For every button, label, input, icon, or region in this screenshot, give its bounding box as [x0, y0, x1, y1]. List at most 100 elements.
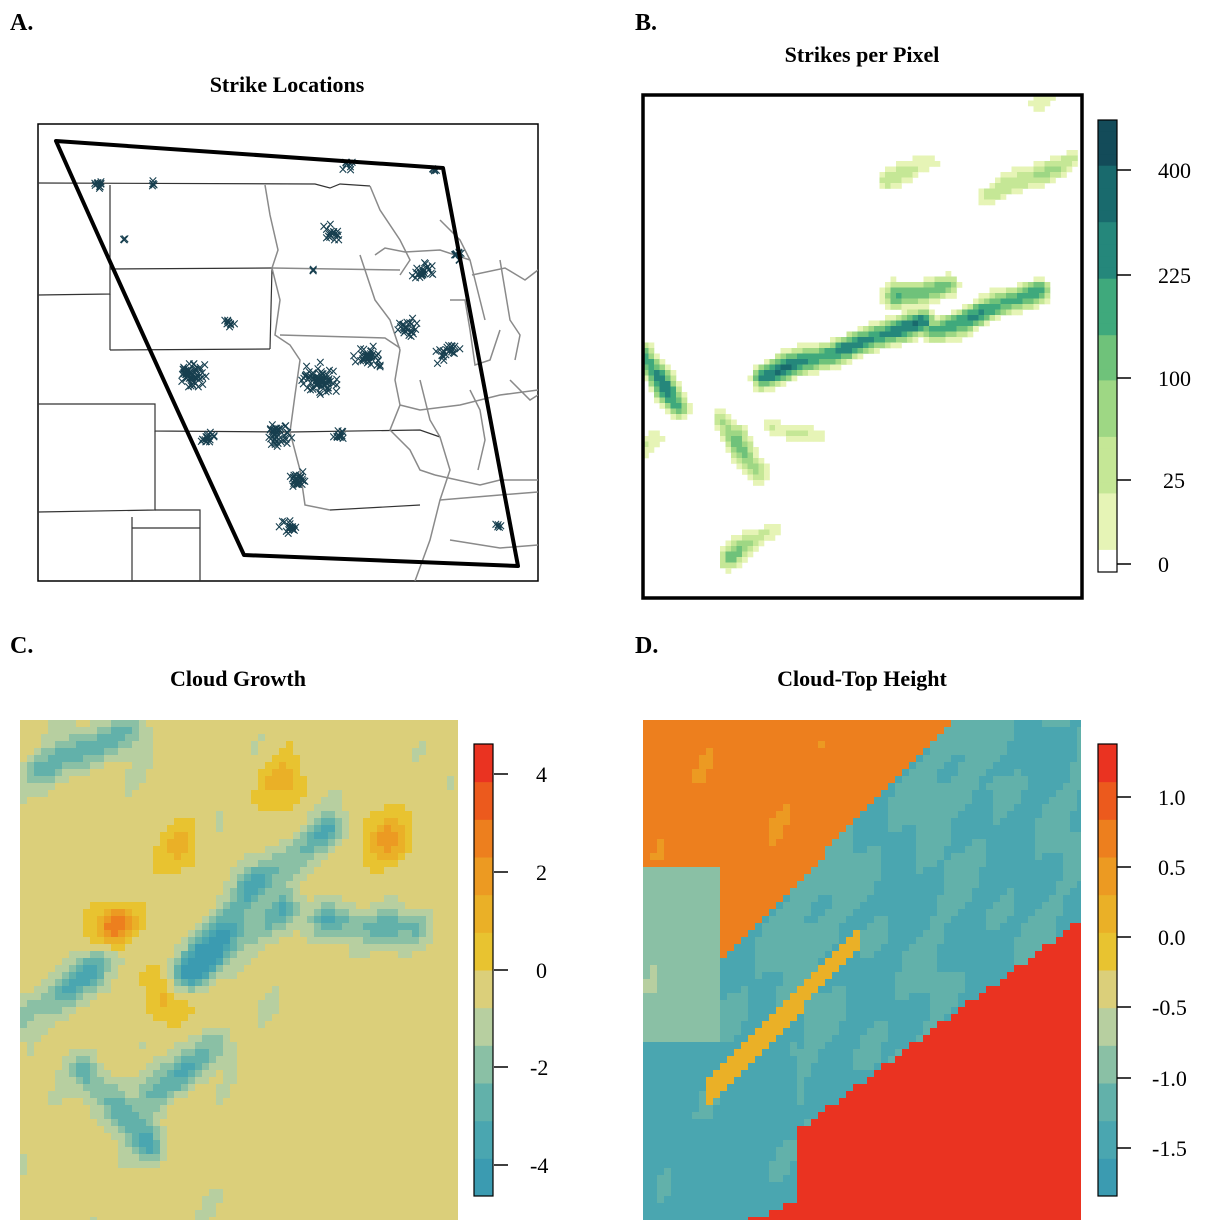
heatmap-cell	[139, 1091, 147, 1099]
heatmap-cell	[363, 965, 371, 973]
heatmap-cell	[153, 1000, 161, 1008]
heatmap-cell	[244, 1000, 252, 1008]
heatmap-cell	[293, 1028, 301, 1036]
heatmap-cell	[945, 331, 952, 338]
heatmap-cell	[377, 1056, 385, 1064]
heatmap-cell	[230, 923, 238, 931]
heatmap-cell	[48, 1126, 56, 1134]
heatmap-cell	[321, 1028, 329, 1036]
heatmap-cell	[419, 909, 427, 917]
heatmap-cell	[69, 1028, 77, 1036]
heatmap-cell	[97, 1049, 105, 1057]
heatmap-cell	[356, 930, 364, 938]
heatmap-cell	[797, 353, 803, 360]
heatmap-cell	[265, 986, 273, 994]
heatmap-cell	[440, 762, 448, 770]
heatmap-cell	[202, 958, 210, 966]
heatmap-cell	[104, 790, 112, 798]
heatmap-cell	[440, 1105, 448, 1113]
heatmap-cell	[929, 293, 935, 299]
strike-marker: ×	[325, 225, 336, 240]
heatmap-cell	[370, 860, 378, 868]
heatmap-cell	[223, 790, 231, 798]
heatmap-cell	[370, 923, 378, 931]
heatmap-cell	[27, 727, 35, 735]
heatmap-cell	[244, 1056, 252, 1064]
heatmap-cell	[104, 1021, 112, 1029]
heatmap-cell	[69, 1056, 77, 1064]
heatmap-cell	[370, 1063, 378, 1071]
heatmap-cell	[20, 923, 28, 931]
heatmap-cell	[111, 797, 119, 805]
heatmap-cell	[202, 1126, 210, 1134]
heatmap-cell	[342, 1070, 350, 1078]
heatmap-cell	[34, 874, 42, 882]
heatmap-cell	[237, 923, 245, 931]
heatmap-cell	[335, 1028, 343, 1036]
heatmap-cell	[258, 1014, 266, 1022]
heatmap-cell	[426, 958, 434, 966]
heatmap-cell	[307, 1021, 315, 1029]
heatmap-cell	[20, 783, 28, 791]
heatmap-cell	[300, 825, 308, 833]
heatmap-cell	[181, 1063, 189, 1071]
heatmap-cell	[433, 916, 441, 924]
heatmap-cell	[69, 825, 77, 833]
heatmap-cell	[391, 853, 399, 861]
heatmap-cell	[363, 1049, 371, 1057]
heatmap-cell	[328, 741, 336, 749]
heatmap-cell	[104, 1084, 112, 1092]
panel-b-heatmap	[643, 95, 1078, 574]
heatmap-cell	[62, 916, 70, 924]
strike-marker: ×	[363, 351, 374, 366]
heatmap-cell	[764, 364, 770, 371]
heatmap-cell	[174, 944, 182, 952]
heatmap-cell	[27, 965, 35, 973]
heatmap-cell	[377, 797, 385, 805]
heatmap-cell	[370, 909, 378, 917]
heatmap-cell	[1050, 95, 1056, 101]
heatmap-cell	[896, 342, 902, 349]
heatmap-cell	[258, 769, 266, 777]
heatmap-cell	[328, 1063, 336, 1071]
heatmap-cell	[76, 951, 84, 959]
heatmap-cell	[780, 430, 787, 437]
heatmap-cell	[55, 979, 63, 987]
heatmap-cell	[314, 958, 322, 966]
heatmap-cell	[890, 293, 897, 299]
heatmap-cell	[97, 790, 105, 798]
strike-marker: ×	[308, 380, 319, 395]
heatmap-cell	[447, 1133, 455, 1141]
heatmap-cell	[265, 811, 273, 819]
strike-marker: ×	[313, 362, 324, 377]
heatmap-cell	[188, 951, 196, 959]
heatmap-cell	[342, 846, 350, 854]
heatmap-cell	[447, 755, 455, 763]
strike-marker: ×	[443, 338, 454, 353]
heatmap-cell	[69, 811, 77, 819]
heatmap-cell	[69, 818, 77, 826]
heatmap-cell	[90, 720, 98, 728]
heatmap-cell	[377, 895, 385, 903]
heatmap-cell	[753, 370, 759, 376]
heatmap-cell	[846, 348, 853, 354]
heatmap-cell	[251, 748, 259, 756]
heatmap-cell	[195, 965, 203, 973]
heatmap-cell	[83, 958, 91, 966]
heatmap-cell	[209, 853, 217, 861]
heatmap-cell	[279, 867, 287, 875]
heatmap-cell	[34, 986, 42, 994]
heatmap-cell	[786, 364, 792, 371]
heatmap-cell	[41, 818, 49, 826]
heatmap-cell	[20, 1000, 28, 1008]
heatmap-cell	[153, 783, 161, 791]
heatmap-cell	[188, 965, 196, 973]
heatmap-cell	[742, 469, 748, 475]
heatmap-cell	[791, 430, 798, 437]
heatmap-cell	[132, 797, 140, 805]
heatmap-cell	[237, 1112, 245, 1120]
heatmap-cell	[174, 895, 182, 903]
heatmap-cell	[258, 1000, 266, 1008]
heatmap-cell	[720, 546, 726, 552]
heatmap-cell	[321, 902, 329, 910]
